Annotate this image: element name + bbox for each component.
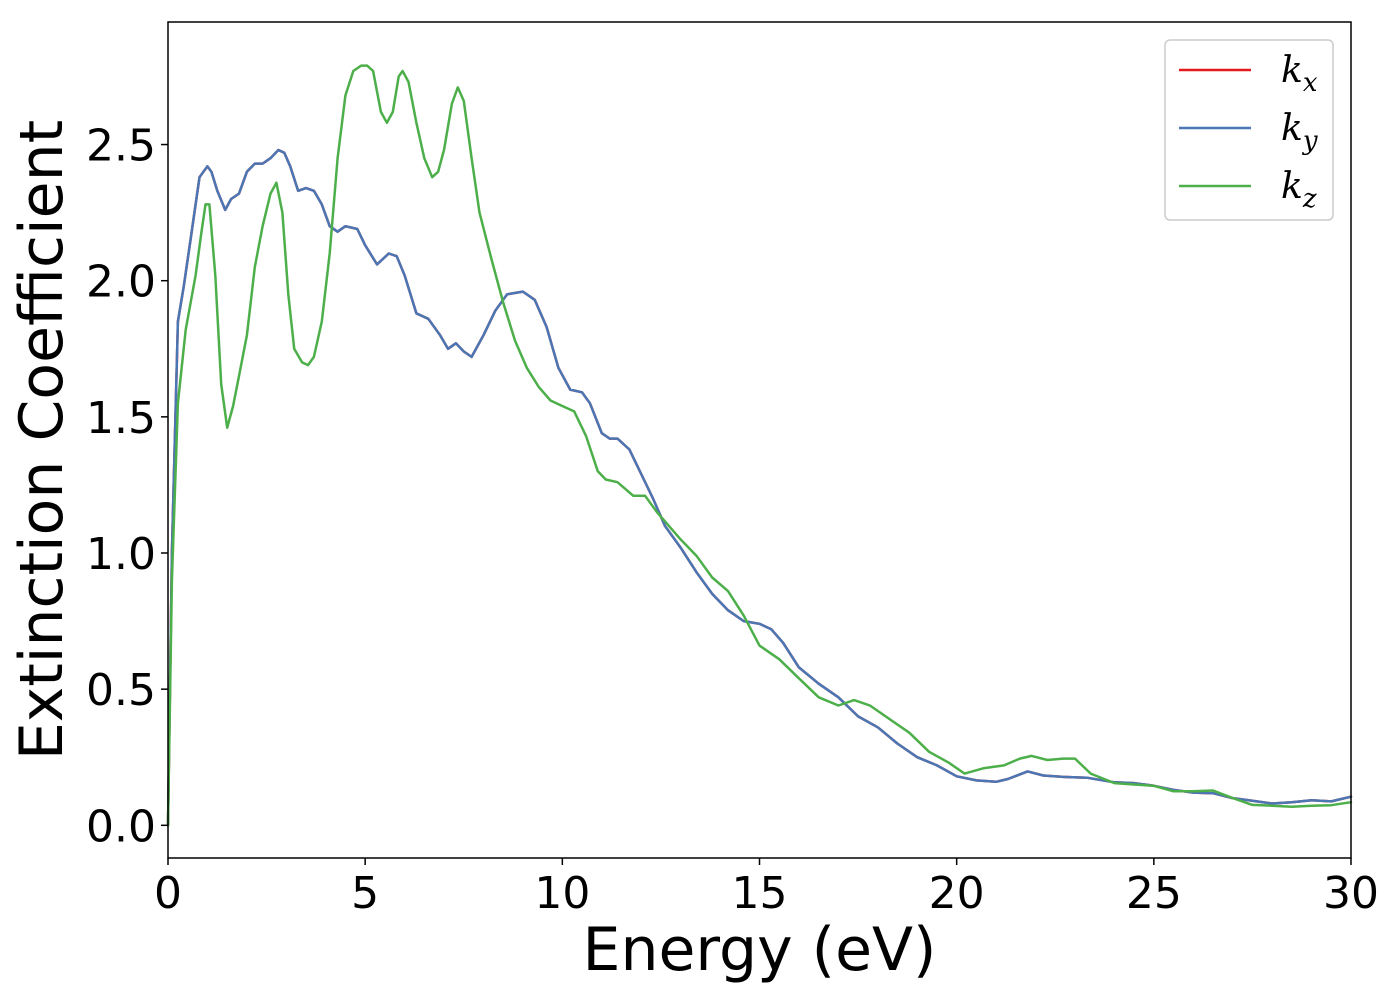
y-axis-label: Extinction Coefficient [7,120,77,760]
series-line-kz [166,64,1353,827]
series-line-ky [166,148,1353,827]
y-axis-ticks: 0.0 0.5 1.0 1.5 2.0 2.5 [86,121,168,852]
legend-label-kz: kz [1281,166,1317,214]
y-tick-label: 0.0 [86,801,156,852]
legend-label-base: k [1281,50,1303,91]
y-tick-label: 2.5 [86,121,156,172]
x-tick-label: 5 [351,868,379,919]
legend-box [1164,39,1334,221]
legend-label-ky: ky [1281,108,1318,156]
legend-label-subscript: y [1302,126,1318,156]
series-layer [166,64,1353,827]
x-axis-ticks: 0 5 10 15 20 25 30 [154,858,1379,919]
y-tick-label: 1.5 [86,393,156,444]
x-tick-label: 0 [154,868,182,919]
x-tick-label: 30 [1323,868,1379,919]
y-tick-label: 1.0 [86,529,156,580]
legend-label-base: k [1281,108,1303,149]
plot-area [168,22,1351,858]
legend-label-subscript: x [1303,68,1318,98]
legend-label-subscript: z [1302,184,1317,214]
y-tick-label: 0.5 [86,665,156,716]
x-tick-label: 10 [534,868,590,919]
x-tick-label: 25 [1126,868,1182,919]
x-tick-label: 15 [732,868,788,919]
legend-label-kx: kx [1281,50,1318,98]
y-tick-label: 2.0 [86,257,156,308]
x-tick-label: 20 [929,868,985,919]
legend-label-base: k [1281,166,1303,207]
x-axis-label: Energy (eV) [583,915,937,985]
